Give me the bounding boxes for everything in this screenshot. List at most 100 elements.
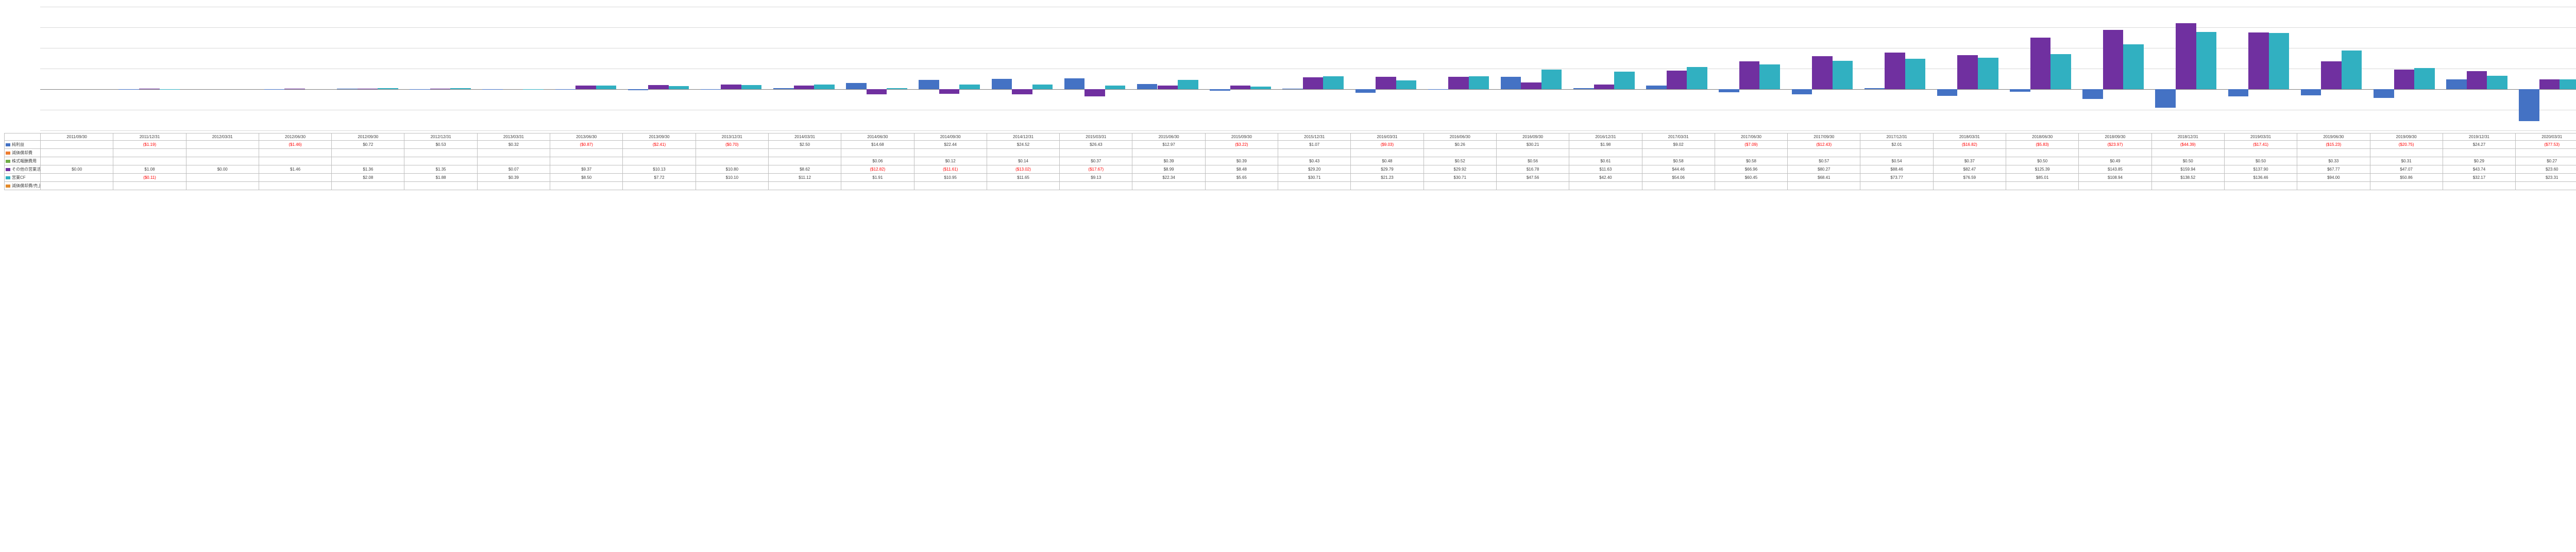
- cell: [768, 182, 841, 190]
- cell: $29.79: [1351, 165, 1423, 174]
- row-header-dep_over_sales: 減価償却費/売上高: [5, 182, 41, 190]
- cell: $1.46: [259, 165, 331, 174]
- cell: [550, 182, 623, 190]
- row-label: 減価償却費: [12, 150, 32, 155]
- cell: ($0.87): [550, 141, 623, 149]
- cell: $85.01: [2006, 174, 2079, 182]
- bar-other_ops: [1812, 56, 1833, 89]
- cell: ($16.82): [1933, 141, 2006, 149]
- row-label: 減価償却費/売上高: [12, 183, 41, 188]
- cell: [696, 157, 768, 165]
- cell: [2297, 182, 2370, 190]
- row-header-stock_comp: 株式報酬費用: [5, 157, 41, 165]
- bar-other_ops: [2321, 61, 2342, 89]
- cell: [1788, 182, 1860, 190]
- cell: ($3.22): [1205, 141, 1278, 149]
- bar-operating_cf: [1905, 59, 1926, 89]
- bar-net_income: [2010, 89, 2030, 92]
- row-header-net_income: 純利益: [5, 141, 41, 149]
- cell: $8.50: [550, 174, 623, 182]
- data-table: 2011/09/302011/12/312012/03/312012/06/30…: [4, 133, 2576, 190]
- cell: $30.21: [1496, 141, 1569, 149]
- cell: $1.07: [1278, 141, 1351, 149]
- bar-operating_cf: [378, 88, 398, 89]
- cell: $0.12: [914, 157, 987, 165]
- row-label: その他の営業活動: [12, 167, 41, 172]
- cell: [2370, 149, 2443, 157]
- cell: [1060, 149, 1132, 157]
- cell: $50.86: [2370, 174, 2443, 182]
- cell: $0.58: [1715, 157, 1787, 165]
- row-header-depreciation: 減価償却費: [5, 149, 41, 157]
- period-header: 2019/12/31: [2443, 133, 2515, 141]
- row-header-other_ops: その他の営業活動: [5, 165, 41, 174]
- bar-operating_cf: [2487, 76, 2507, 89]
- period-header: 2015/09/30: [1205, 133, 1278, 141]
- bar-net_income: [2519, 89, 2539, 121]
- period-header: 2019/03/31: [2224, 133, 2297, 141]
- cell: [1496, 149, 1569, 157]
- cell: [1278, 182, 1351, 190]
- cell: $0.43: [1278, 157, 1351, 165]
- period-header: 2014/03/31: [768, 133, 841, 141]
- bar-net_income: [2374, 89, 2394, 98]
- cell: [2516, 149, 2576, 157]
- cell: [987, 182, 1059, 190]
- cell: [186, 174, 259, 182]
- cell: $0.07: [477, 165, 550, 174]
- bar-other_ops: [1739, 61, 1760, 89]
- cell: $0.39: [477, 174, 550, 182]
- cell: $8.99: [1132, 165, 1205, 174]
- bar-net_income: [1937, 89, 1958, 96]
- cell: $32.17: [2443, 174, 2515, 182]
- cell: $16.78: [1496, 165, 1569, 174]
- cell: [1132, 182, 1205, 190]
- cell: [186, 157, 259, 165]
- cell: ($0.70): [696, 141, 768, 149]
- cell: $10.13: [623, 165, 696, 174]
- legend-swatch: [6, 176, 10, 179]
- bar-operating_cf: [2342, 51, 2362, 89]
- bar-net_income: [1137, 84, 1158, 89]
- cell: [1496, 182, 1569, 190]
- bar-net_income: [846, 83, 867, 89]
- cell: [1205, 149, 1278, 157]
- cell: $26.43: [1060, 141, 1132, 149]
- cell: [1423, 182, 1496, 190]
- row-label: 株式報酬費用: [12, 159, 37, 163]
- bar-operating_cf: [1759, 64, 1780, 89]
- period-header: 2013/09/30: [623, 133, 696, 141]
- bar-net_income: [2155, 89, 2176, 108]
- cell: [987, 149, 1059, 157]
- cell: $66.96: [1715, 165, 1787, 174]
- cell: [2006, 149, 2079, 157]
- cell: $1.98: [1569, 141, 1642, 149]
- cell: ($1.19): [113, 141, 186, 149]
- bar-other_ops: [1230, 86, 1251, 89]
- bar-operating_cf: [1469, 76, 1489, 89]
- bar-other_ops: [1521, 82, 1541, 89]
- cell: $76.59: [1933, 174, 2006, 182]
- period-header: 2016/03/31: [1351, 133, 1423, 141]
- cell: $8.62: [768, 165, 841, 174]
- cell: ($0.11): [113, 174, 186, 182]
- bar-other_ops: [867, 89, 887, 94]
- cell: $0.57: [1788, 157, 1860, 165]
- period-header: 2018/06/30: [2006, 133, 2079, 141]
- cell: $73.77: [1860, 174, 1933, 182]
- cell: [768, 157, 841, 165]
- cell: $0.26: [1423, 141, 1496, 149]
- cell: $0.27: [2516, 157, 2576, 165]
- cell: [41, 182, 113, 190]
- bar-operating_cf: [596, 86, 617, 89]
- cell: $0.52: [1423, 157, 1496, 165]
- cell: $0.29: [2443, 157, 2515, 165]
- cell: $23.31: [2516, 174, 2576, 182]
- cell: $138.52: [2151, 174, 2224, 182]
- bar-other_ops: [648, 85, 669, 89]
- cell: $0.56: [1496, 157, 1569, 165]
- cell: $2.08: [332, 174, 404, 182]
- cell: [404, 149, 477, 157]
- cell: [914, 149, 987, 157]
- cell: $0.50: [2006, 157, 2079, 165]
